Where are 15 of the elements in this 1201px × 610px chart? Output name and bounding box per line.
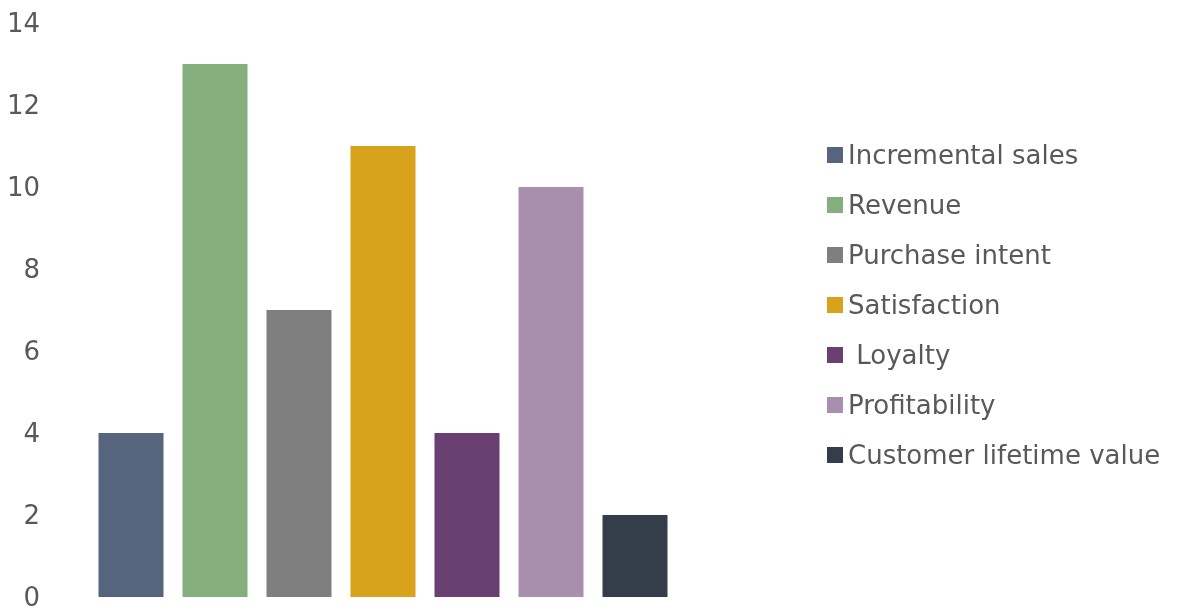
y-tick-label: 12 [6,90,40,120]
legend-label: Purchase intent [848,240,1051,270]
y-tick-label: 6 [23,336,40,366]
legend-label: Incremental sales [848,140,1079,170]
legend-label: Loyalty [848,340,951,370]
y-tick-label: 8 [23,254,40,284]
legend-label: Satisfaction [848,290,1001,320]
legend-label: Profitability [848,390,996,420]
legend-label: Customer lifetime value [848,440,1161,470]
legend-label: Revenue [848,190,962,220]
y-tick-label: 0 [23,582,40,610]
y-tick-label: 14 [6,8,40,38]
y-tick-label: 2 [23,500,40,530]
y-tick-label: 4 [23,418,40,448]
y-tick-label: 10 [6,172,40,202]
